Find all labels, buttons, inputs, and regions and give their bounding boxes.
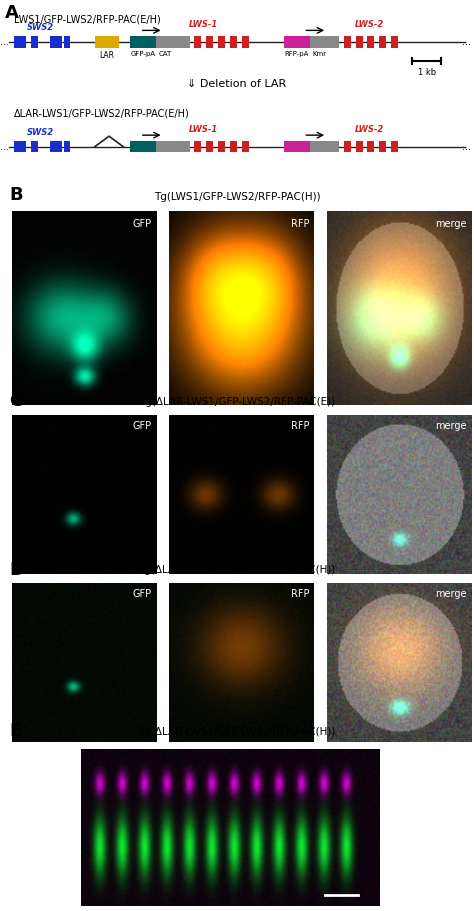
Text: ...: ... xyxy=(0,142,9,151)
Bar xyxy=(242,36,249,47)
Text: CAT: CAT xyxy=(159,51,172,57)
Bar xyxy=(391,141,398,152)
Text: SWS2: SWS2 xyxy=(27,24,54,33)
Bar xyxy=(206,141,213,152)
Bar xyxy=(194,36,201,47)
Text: RFP: RFP xyxy=(291,421,310,431)
Text: RFP: RFP xyxy=(291,220,310,229)
Text: Tg(ΔLAR-LWS1/GFP-LWS2/RFP-PAC(H)): Tg(ΔLAR-LWS1/GFP-LWS2/RFP-PAC(H)) xyxy=(138,727,336,736)
Text: Tg(LWS1/GFP-LWS2/RFP-PAC(H)): Tg(LWS1/GFP-LWS2/RFP-PAC(H)) xyxy=(154,192,320,201)
Bar xyxy=(31,141,38,152)
Text: GFP: GFP xyxy=(133,589,152,599)
Bar xyxy=(31,36,38,47)
Text: ⇓ Deletion of LAR: ⇓ Deletion of LAR xyxy=(187,79,287,88)
Bar xyxy=(64,36,70,47)
Bar xyxy=(206,36,213,47)
Bar xyxy=(344,141,351,152)
Text: E: E xyxy=(9,722,22,740)
Bar xyxy=(367,141,374,152)
Text: LWS-2: LWS-2 xyxy=(355,125,384,134)
Text: LAR: LAR xyxy=(99,51,114,60)
Text: ...: ... xyxy=(462,37,471,46)
Text: GFP: GFP xyxy=(133,220,152,229)
Text: B: B xyxy=(9,186,23,204)
Text: Kmr: Kmr xyxy=(313,51,327,57)
Bar xyxy=(310,141,339,152)
Text: RFP-pA: RFP-pA xyxy=(284,51,309,57)
Text: ΔLAR-LWS1/GFP-LWS2/RFP-PAC(E/H): ΔLAR-LWS1/GFP-LWS2/RFP-PAC(E/H) xyxy=(14,109,190,119)
Bar xyxy=(194,141,201,152)
Bar xyxy=(391,36,398,47)
Bar xyxy=(218,36,225,47)
Text: D: D xyxy=(9,560,25,578)
Bar xyxy=(230,36,237,47)
Text: Tg(ΔLAR-LWS1/GFP-LWS2/RFP-PAC(E)): Tg(ΔLAR-LWS1/GFP-LWS2/RFP-PAC(E)) xyxy=(139,397,335,406)
Bar xyxy=(130,36,156,47)
Bar xyxy=(356,141,363,152)
Bar xyxy=(310,36,339,47)
Bar xyxy=(50,141,62,152)
Text: ...: ... xyxy=(0,37,9,46)
Text: merge: merge xyxy=(435,421,467,431)
Text: LWS-1: LWS-1 xyxy=(189,20,219,29)
Bar xyxy=(230,141,237,152)
Text: 1 kb: 1 kb xyxy=(418,68,436,77)
Text: A: A xyxy=(5,5,18,22)
Bar xyxy=(14,141,26,152)
Bar xyxy=(284,36,310,47)
Text: LWS-2: LWS-2 xyxy=(355,20,384,29)
Bar xyxy=(379,141,386,152)
Text: RFP: RFP xyxy=(291,589,310,599)
Bar xyxy=(284,141,310,152)
Bar xyxy=(379,36,386,47)
Text: ...: ... xyxy=(462,142,471,151)
Text: merge: merge xyxy=(435,220,467,229)
Bar xyxy=(130,141,156,152)
Bar xyxy=(367,36,374,47)
Text: SWS2: SWS2 xyxy=(27,128,54,138)
Bar xyxy=(242,141,249,152)
Bar xyxy=(50,36,62,47)
Bar xyxy=(156,36,190,47)
Bar xyxy=(356,36,363,47)
Bar xyxy=(344,36,351,47)
Text: C: C xyxy=(9,392,23,410)
Text: merge: merge xyxy=(435,589,467,599)
Bar xyxy=(14,36,26,47)
Text: GFP-pA: GFP-pA xyxy=(130,51,155,57)
Text: Tg(ΔLAR-LWS1/GFP-LWS2/RFP-PAC(H)): Tg(ΔLAR-LWS1/GFP-LWS2/RFP-PAC(H)) xyxy=(138,566,336,575)
Text: GFP: GFP xyxy=(133,421,152,431)
Text: LWS1/GFP-LWS2/RFP-PAC(E/H): LWS1/GFP-LWS2/RFP-PAC(E/H) xyxy=(14,15,161,25)
Bar xyxy=(64,141,70,152)
Bar xyxy=(156,141,190,152)
Bar xyxy=(218,141,225,152)
Text: LWS-1: LWS-1 xyxy=(189,125,219,134)
Bar xyxy=(95,36,118,47)
